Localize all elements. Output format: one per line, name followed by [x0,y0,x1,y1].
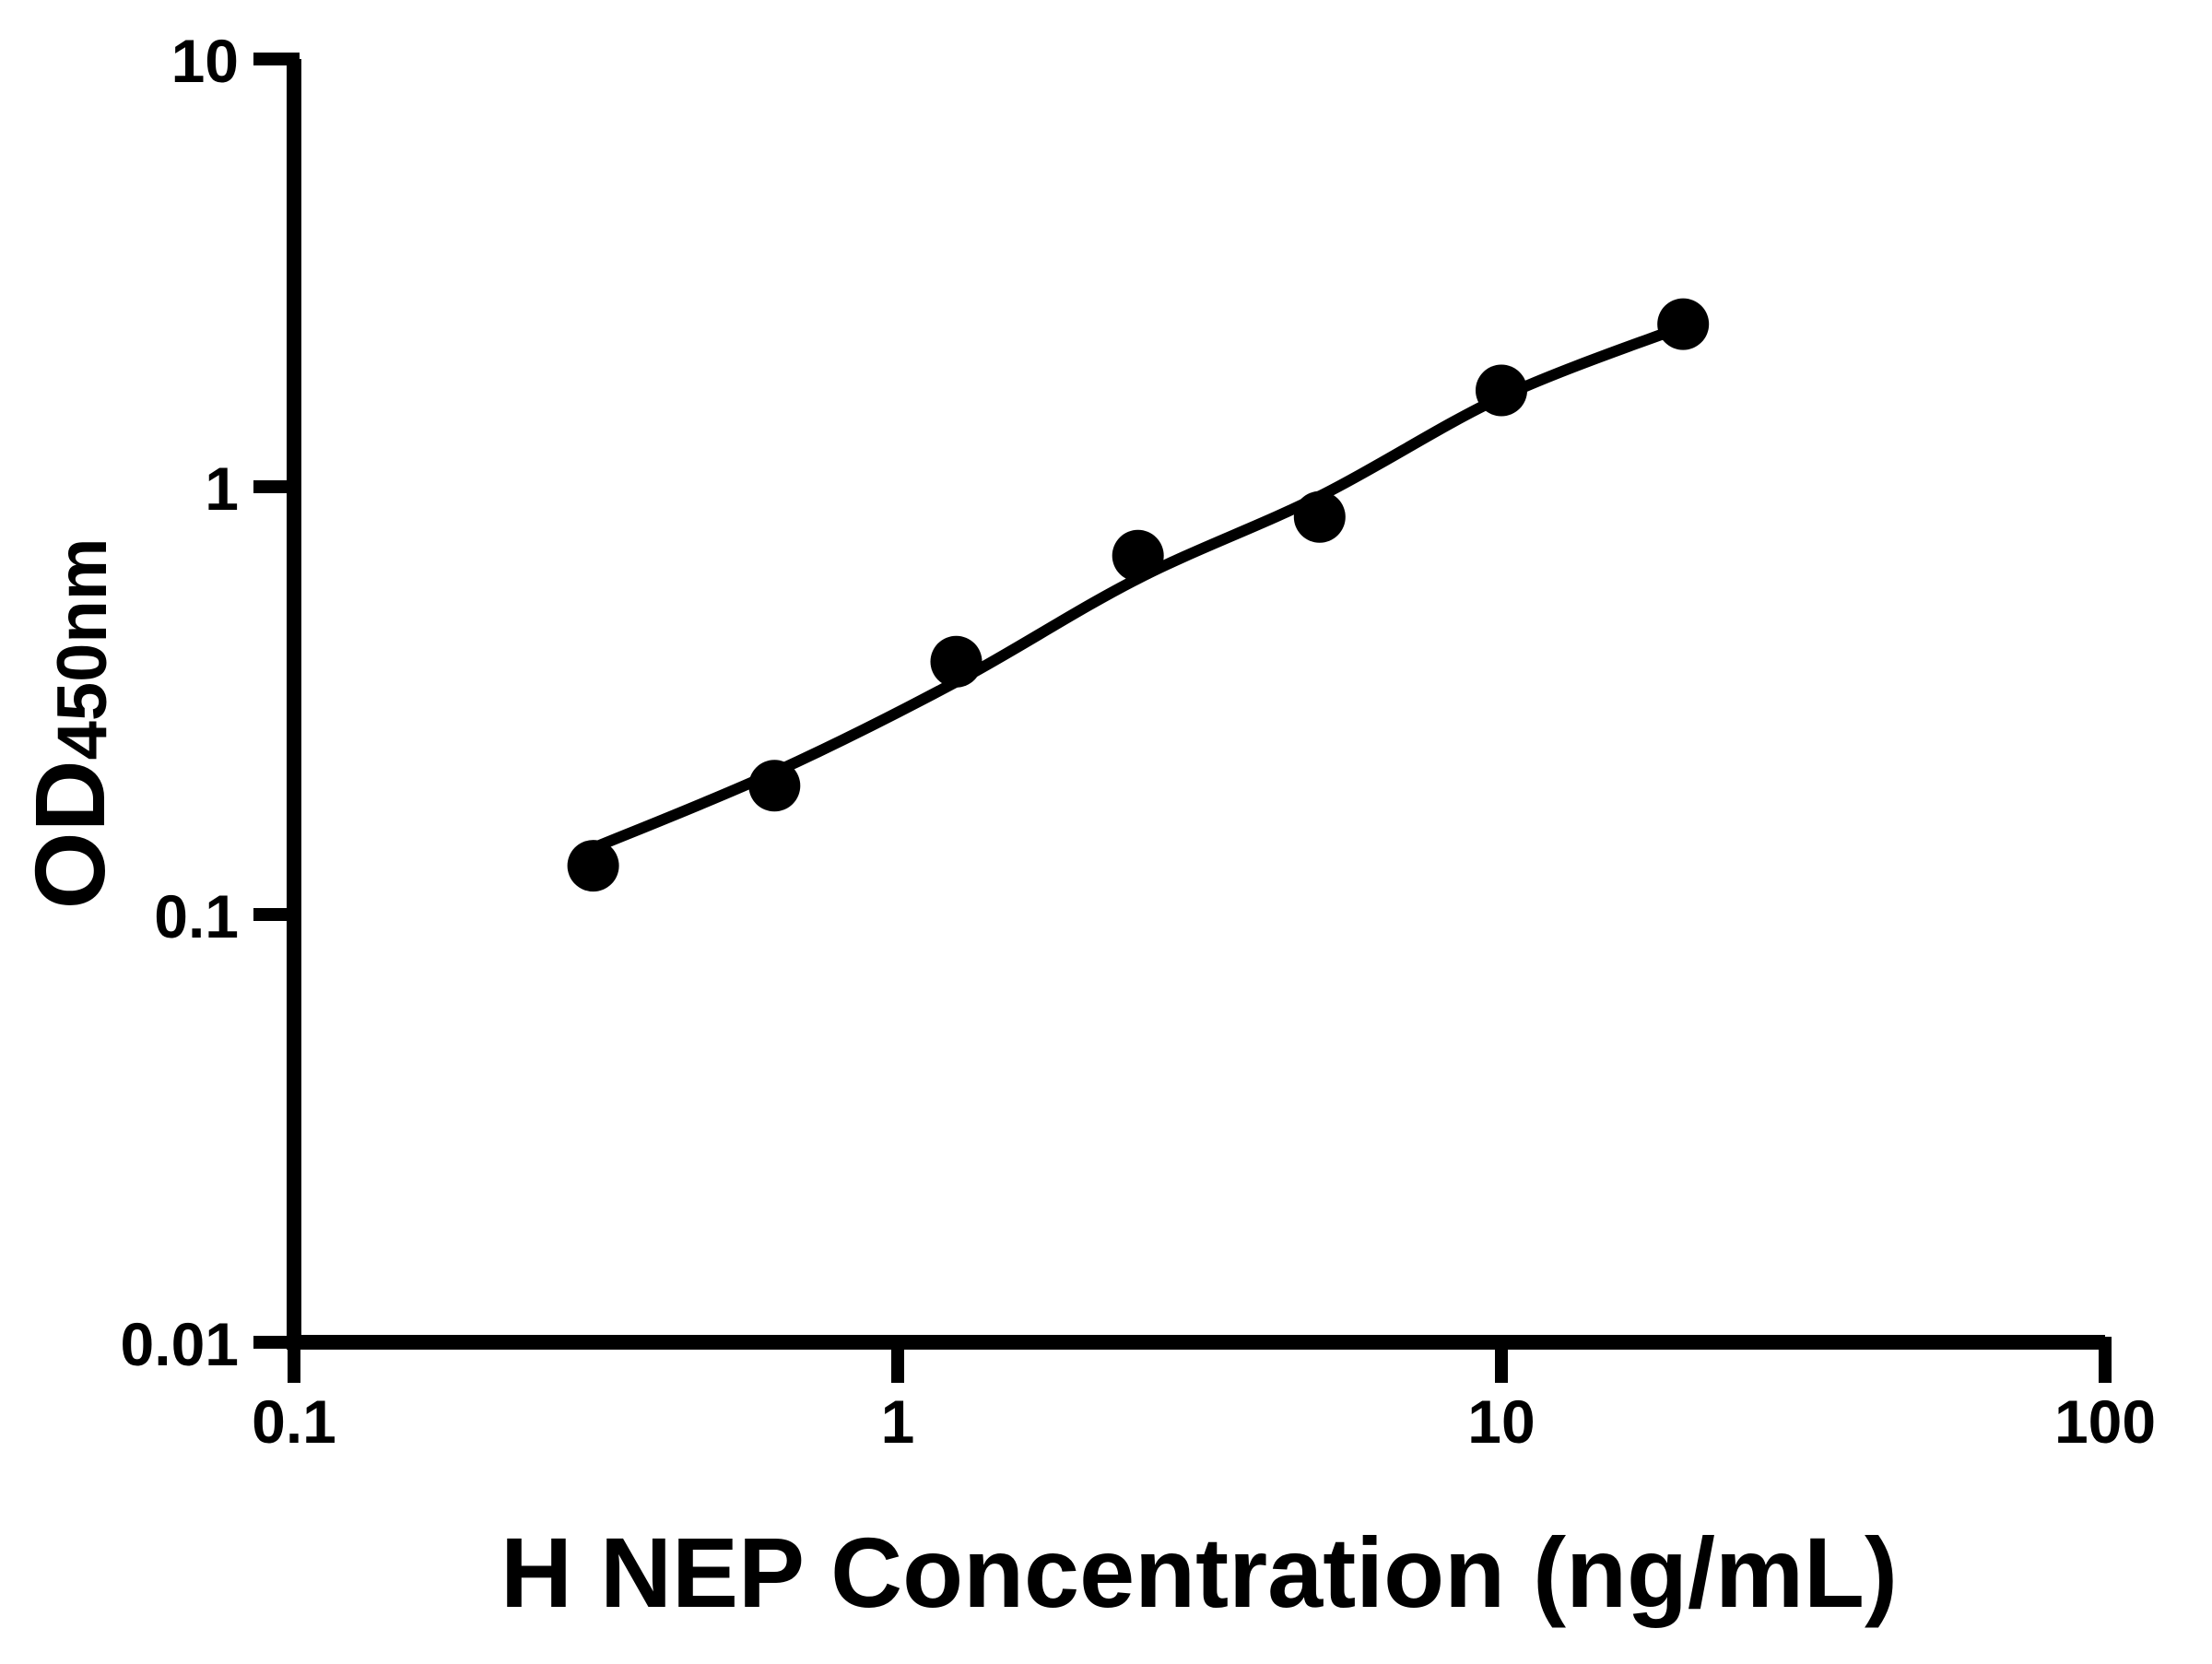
data-point-7 [1657,298,1710,350]
x-axis-tick-labels: 0.1 1 10 100 [252,1387,2156,1456]
y-axis-ticks [253,53,300,1349]
y-axis-title-main: OD [14,760,125,909]
x-axis-title: H NEP Concentration (ng/mL) [500,1516,1898,1628]
x-tick-label-1: 1 [881,1387,915,1456]
data-point-3 [930,635,982,688]
data-point-1 [567,840,619,892]
y-axis-tick-labels: 10 1 0.1 0.01 [121,27,239,1378]
data-point-6 [1476,364,1527,417]
y-tick-label-1: 1 [205,454,239,523]
x-tick-label-10: 10 [1467,1387,1535,1456]
data-points [567,298,1710,892]
x-tick-label-100: 100 [2054,1387,2156,1456]
y-axis-title-subscript: 450nm [43,538,122,761]
y-axis-title: OD450nm [14,538,125,910]
axis-frame [287,59,2105,1350]
y-tick-label-0.01: 0.01 [121,1310,239,1378]
data-point-5 [1293,490,1346,543]
y-tick-label-0.1: 0.1 [154,882,239,950]
x-tick-label-0.1: 0.1 [252,1387,336,1456]
data-point-2 [748,760,801,812]
x-axis-ticks [288,1337,2112,1383]
data-point-4 [1112,529,1164,582]
y-tick-label-10: 10 [171,27,239,95]
